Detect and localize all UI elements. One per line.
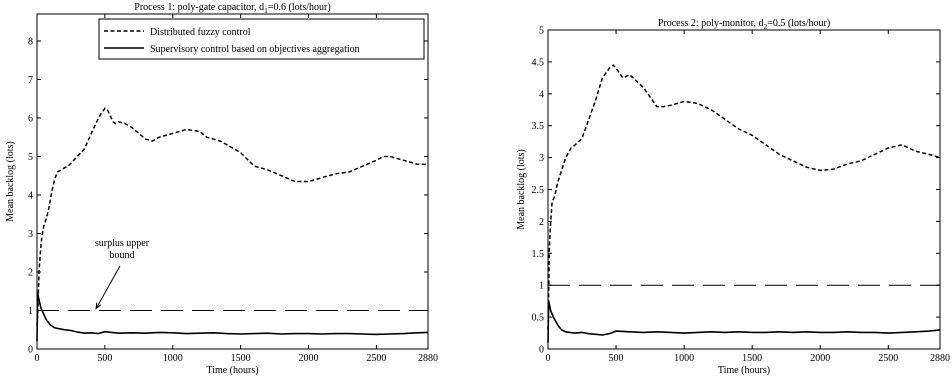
y-tick-label: 5 — [539, 26, 544, 37]
legend-label: Supervisory control based on objectives … — [150, 44, 360, 55]
y-tick-label: 5 — [28, 152, 33, 163]
x-tick-label: 500 — [609, 353, 624, 364]
y-tick-label: 4.5 — [532, 57, 545, 68]
series-distributed-fuzzy-control — [37, 108, 428, 326]
y-axis-label: Mean backlog (lots) — [5, 141, 16, 222]
annotation-arrow — [96, 266, 120, 308]
y-tick-label: 4 — [539, 89, 544, 100]
annotation-text: surplus upper — [95, 238, 150, 249]
y-tick-label: 1 — [28, 306, 33, 317]
plot-frame — [37, 14, 428, 349]
x-tick-label: 1500 — [742, 353, 762, 364]
y-tick-label: 2 — [539, 217, 544, 228]
x-tick-label: 500 — [97, 353, 112, 364]
x-tick-label: 2000 — [299, 353, 319, 364]
y-tick-label: 2.5 — [532, 185, 545, 196]
x-tick-label: 1500 — [231, 353, 251, 364]
chart-process-1: 0 500 1000 1500 2000 2500 2880 0 1 2 3 4 5 6 7 8 Time (h… — [5, 2, 438, 376]
chart-title: Process 1: poly-gate capacitor, d1=0.6 (… — [134, 2, 330, 15]
y-tick-label: 0.5 — [532, 313, 545, 324]
x-tick-label: 1000 — [163, 353, 183, 364]
annotation-text: bound — [110, 250, 135, 261]
y-axis-label: Mean backlog (lots) — [516, 149, 527, 230]
y-tick-label: 7 — [28, 75, 33, 86]
y-tick-label: 2 — [28, 267, 33, 278]
x-tick-label: 2500 — [878, 353, 898, 364]
series-supervisory-control — [548, 301, 940, 343]
y-tick-label: 3 — [539, 153, 544, 164]
x-tick-label: 2880 — [930, 353, 950, 364]
x-tick-label: 0 — [35, 353, 40, 364]
y-tick-label: 8 — [28, 36, 33, 47]
chart-title: Process 2: poly-monitor, d2=0.5 (lots/ho… — [658, 18, 830, 31]
series-supervisory-control — [37, 293, 428, 341]
legend-label: Distributed fuzzy control — [150, 27, 251, 38]
x-tick-label: 2000 — [810, 353, 830, 364]
plot-frame — [548, 30, 940, 349]
chart-process-2: 0 500 1000 1500 2000 2500 2880 0 0.5 1 1.5 2 2.5 3 3.5… — [516, 18, 950, 376]
x-tick-label: 2880 — [418, 353, 438, 364]
series-distributed-fuzzy-control — [548, 65, 940, 330]
x-axis-label: Time (hours) — [718, 365, 770, 376]
y-tick-label: 4 — [28, 190, 33, 201]
y-tick-label: 0 — [539, 345, 544, 356]
x-axis-label: Time (hours) — [206, 365, 258, 376]
y-tick-label: 1 — [539, 281, 544, 292]
x-tick-label: 0 — [546, 353, 551, 364]
x-tick-label: 1000 — [674, 353, 694, 364]
y-tick-label: 6 — [28, 113, 33, 124]
y-tick-label: 1.5 — [532, 249, 545, 260]
x-tick-label: 2500 — [366, 353, 386, 364]
y-tick-label: 3 — [28, 229, 33, 240]
y-tick-label: 3.5 — [532, 121, 545, 132]
y-tick-label: 0 — [28, 345, 33, 356]
